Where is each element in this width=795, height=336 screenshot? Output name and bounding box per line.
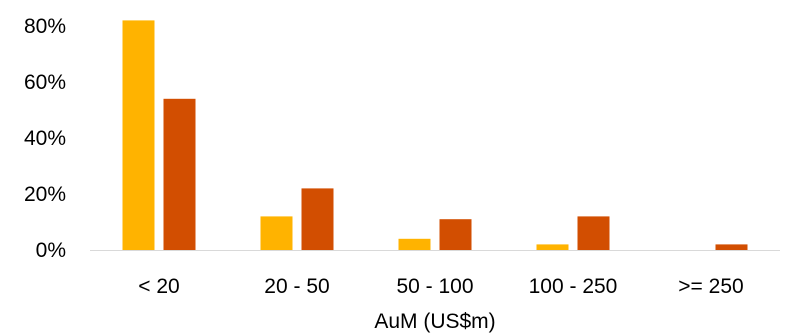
- y-tick-label: 80%: [24, 15, 66, 38]
- bar-series-2-4: [715, 244, 748, 250]
- bar-series-1-0: [122, 20, 155, 251]
- y-tick-label: 20%: [24, 183, 66, 206]
- bars: [122, 20, 748, 251]
- bar-series-2-0: [163, 98, 196, 250]
- x-axis-ticks: < 20 20 - 50 50 - 100 100 - 250 >= 250: [138, 275, 743, 298]
- y-tick-label: 60%: [24, 71, 66, 94]
- x-tick-label: < 20: [138, 275, 179, 298]
- x-tick-label: 100 - 250: [529, 275, 618, 298]
- bar-series-1-2: [398, 238, 431, 250]
- x-tick-label: >= 250: [678, 275, 743, 298]
- bar-series-2-3: [577, 216, 610, 250]
- y-tick-label: 0%: [36, 239, 66, 262]
- bar-series-1-3: [536, 244, 569, 250]
- bar-series-2-1: [301, 188, 334, 250]
- y-axis-ticks: 0% 20% 40% 60% 80%: [24, 15, 66, 262]
- x-tick-label: 20 - 50: [264, 275, 329, 298]
- bar-series-2-2: [439, 219, 472, 250]
- x-axis-title: AuM (US$m): [374, 310, 495, 333]
- x-tick-label: 50 - 100: [396, 275, 473, 298]
- y-tick-label: 40%: [24, 127, 66, 150]
- bar-series-1-1: [260, 216, 293, 250]
